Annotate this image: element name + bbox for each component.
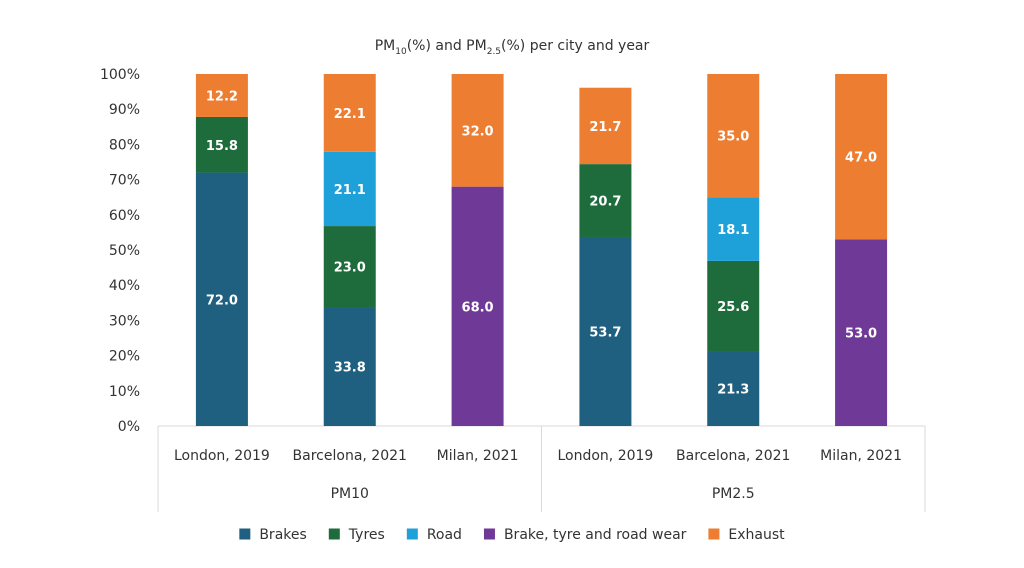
data-label: 21.7 (589, 120, 621, 135)
data-label: 32.0 (462, 124, 494, 139)
legend-label: Brakes (259, 527, 306, 543)
y-tick-label: 70% (109, 173, 140, 189)
category-label: London, 2019 (174, 448, 270, 464)
chart-title-part: 2.5 (487, 47, 501, 57)
legend-swatch (328, 528, 340, 540)
legend-label: Road (427, 527, 462, 543)
legend-swatch (406, 528, 418, 540)
data-label: 33.8 (334, 361, 366, 376)
data-label: 68.0 (462, 300, 494, 315)
data-label: 47.0 (845, 151, 877, 166)
bar-segment (195, 74, 248, 117)
y-tick-label: 10% (109, 384, 140, 400)
data-label: 22.1 (334, 107, 366, 122)
category-label: Milan, 2021 (437, 448, 519, 464)
y-tick-label: 40% (109, 278, 140, 294)
chart-title-part: (%) and PM (407, 38, 487, 54)
bar-segment (323, 307, 376, 426)
bar-segment (451, 74, 504, 187)
bar-segment (707, 260, 760, 352)
bar-segment (579, 164, 632, 237)
legend-label: Tyres (348, 527, 385, 543)
legend-label: Brake, tyre and road wear (504, 527, 687, 543)
legend-swatch (483, 528, 495, 540)
bar-segment (323, 74, 376, 152)
y-tick-label: 100% (100, 67, 140, 83)
bar-segment (451, 186, 504, 426)
bar-segment (835, 239, 888, 426)
legend-swatch (239, 528, 251, 540)
y-tick-label: 20% (109, 349, 140, 365)
y-tick-label: 90% (109, 102, 140, 118)
bar-segment (323, 226, 376, 308)
y-tick-label: 80% (109, 137, 140, 153)
y-tick-label: 50% (109, 243, 140, 259)
data-label: 18.1 (717, 223, 749, 238)
chart-title-part: PM (375, 38, 396, 54)
data-label: 20.7 (589, 195, 621, 210)
category-label: Milan, 2021 (820, 448, 902, 464)
data-label: 53.7 (589, 325, 621, 340)
group-label: PM2.5 (712, 486, 755, 502)
data-label: 15.8 (206, 139, 238, 154)
data-label: 25.6 (717, 300, 749, 315)
y-tick-label: 30% (109, 313, 140, 329)
category-label: London, 2019 (557, 448, 653, 464)
data-label: 53.0 (845, 327, 877, 342)
bar-segment (579, 236, 632, 426)
bar-segment (195, 116, 248, 173)
bar-segment (323, 151, 376, 227)
bar-segment (707, 197, 760, 261)
group-label: PM10 (331, 486, 369, 502)
chart-title: PM10(%) and PM2.5(%) per city and year (375, 38, 650, 57)
bar-segment (579, 87, 632, 165)
data-label: 21.1 (334, 183, 366, 198)
legend-label: Exhaust (728, 527, 785, 543)
data-label: 23.0 (334, 261, 366, 276)
data-label: 12.2 (206, 89, 238, 104)
bar-segment (707, 74, 760, 198)
bar-segment (195, 172, 248, 426)
data-label: 21.3 (717, 383, 749, 398)
chart-title-part: (%) per city and year (501, 38, 649, 54)
bar-segment (835, 74, 888, 240)
legend-swatch (708, 528, 720, 540)
category-label: Barcelona, 2021 (293, 448, 407, 464)
data-label: 72.0 (206, 293, 238, 308)
y-tick-label: 60% (109, 208, 140, 224)
category-label: Barcelona, 2021 (676, 448, 790, 464)
data-label: 35.0 (717, 130, 749, 145)
y-tick-label: 0% (118, 419, 140, 435)
chart-title-part: 10 (395, 47, 407, 57)
bar-segment (707, 351, 760, 426)
